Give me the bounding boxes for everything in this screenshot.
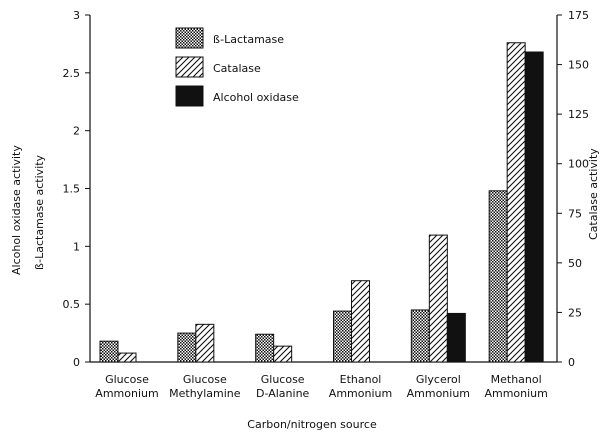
legend-label: Catalase [213, 62, 261, 75]
right-tick-label: 100 [568, 158, 589, 171]
category-label: Glucose [183, 373, 227, 386]
right-tick-label: 0 [568, 356, 575, 369]
bar-catalase-2 [273, 345, 293, 363]
left-tick-label: 2 [73, 125, 80, 138]
category-label: Glucose [105, 373, 149, 386]
bar-alcohol-oxidase-5 [524, 51, 544, 363]
bar--lactamase-0 [99, 340, 119, 363]
right-tick-label: 150 [568, 59, 589, 72]
bar-catalase-0 [117, 352, 137, 363]
axes [89, 15, 558, 363]
legend-swatch [175, 27, 204, 49]
y-axis-title-lactamase: ß-Lactamase activity [33, 154, 46, 270]
bar--lactamase-2 [255, 333, 275, 363]
bar--lactamase-3 [333, 310, 352, 363]
category-label: Ammonium [407, 387, 470, 400]
x-axis-title: Carbon/nitrogen source [247, 418, 377, 431]
left-tick-label: 1.5 [63, 183, 81, 196]
bar--lactamase-5 [488, 190, 508, 363]
left-tick-label: 3 [73, 9, 80, 22]
right-tick-label: 125 [568, 108, 589, 121]
category-label: Ammonium [484, 387, 547, 400]
bar-alcohol-oxidase-4 [446, 312, 466, 363]
left-tick-label: 0 [73, 356, 80, 369]
category-label: Methanol [491, 373, 542, 386]
bar--lactamase-4 [410, 309, 430, 363]
legend-swatch [175, 56, 204, 78]
bar-catalase-4 [428, 234, 448, 363]
category-labels: GlucoseAmmoniumGlucoseMethylamineGlucose… [95, 373, 548, 400]
right-tick-label: 175 [568, 9, 589, 22]
legend: ß-Lactamase Catalase Alcohol oxidase [175, 27, 299, 107]
category-label: D-Alanine [256, 387, 310, 400]
right-tick-label: 75 [568, 207, 582, 220]
category-label: Methylamine [169, 387, 241, 400]
bars [99, 42, 544, 363]
bar-catalase-5 [506, 42, 526, 363]
y-axis-title-alcohol-oxidase: Alcohol oxidase activity [10, 145, 23, 275]
bar-catalase-3 [351, 280, 370, 363]
right-tick-label: 50 [568, 257, 582, 270]
bar--lactamase-1 [177, 332, 197, 363]
category-label: Ethanol [340, 373, 382, 386]
right-tick-label: 25 [568, 306, 582, 319]
category-label: Glucose [261, 373, 305, 386]
bar-catalase-1 [195, 323, 215, 363]
y-axis-title-catalase: Catalase activity [587, 148, 600, 240]
tick-labels: 0 0.5 1 1.5 2 2.5 3 0 25 50 75 100 125 150 175 [63, 9, 590, 369]
legend-label: Alcohol oxidase [213, 91, 299, 104]
category-label: Glycerol [416, 373, 461, 386]
left-tick-label: 0.5 [63, 298, 81, 311]
category-label: Ammonium [95, 387, 158, 400]
category-label: Ammonium [329, 387, 392, 400]
legend-label: ß-Lactamase [213, 33, 284, 46]
left-tick-label: 1 [73, 240, 80, 253]
legend-swatch [175, 85, 204, 107]
left-tick-label: 2.5 [63, 67, 81, 80]
